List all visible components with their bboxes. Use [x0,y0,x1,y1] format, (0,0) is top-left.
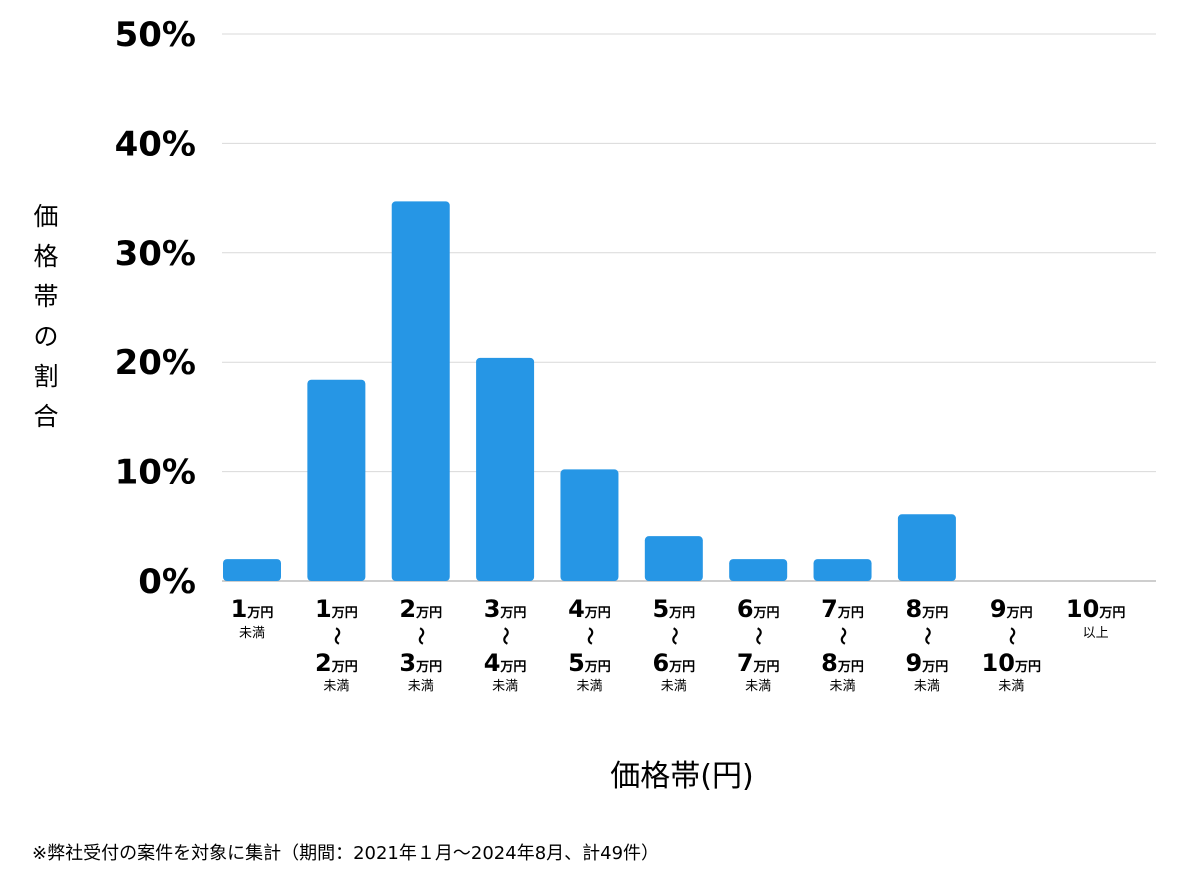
y-axis-label-char: 価 [33,202,58,231]
y-axis-label-char: 帯 [33,282,58,311]
svg-text:未満: 未満 [576,679,602,694]
svg-text:〜: 〜 [663,627,684,645]
svg-text:6万円: 6万円 [652,649,695,677]
bar [813,559,872,581]
svg-text:1万円: 1万円 [231,595,274,623]
svg-text:〜: 〜 [1000,627,1021,645]
x-axis-label: 価格帯(円) [610,759,753,794]
svg-text:〜: 〜 [747,627,768,645]
svg-text:未満: 未満 [408,679,434,694]
bar [729,559,788,581]
bar [223,559,281,581]
x-axis-categories: 1万円未満1万円〜2万円未満2万円〜3万円未満3万円〜4万円未満4万円〜5万円未… [231,595,1126,694]
footnote: ※弊社受付の案件を対象に集計（期間：2021年１月〜2024年8月、計49件） [32,843,659,864]
svg-text:未満: 未満 [745,679,771,694]
bar [307,379,366,581]
svg-text:未満: 未満 [239,626,265,641]
y-axis-label-char: 格 [33,242,58,271]
bar [476,357,535,581]
svg-text:2万円: 2万円 [315,649,358,677]
svg-text:7万円: 7万円 [821,595,864,623]
y-axis-label-char: 割 [33,362,58,391]
y-tick-label: 10% [115,453,196,493]
y-tick-label: 50% [115,15,196,55]
svg-text:〜: 〜 [832,627,853,645]
svg-text:9万円: 9万円 [906,649,949,677]
bars [223,201,956,581]
svg-text:2万円: 2万円 [399,595,442,623]
svg-text:6万円: 6万円 [737,595,780,623]
svg-text:〜: 〜 [916,627,937,645]
svg-text:4万円: 4万円 [568,595,611,623]
y-axis-ticks: 0% 10% 20% 30% 40% 50% [115,15,196,602]
svg-text:3万円: 3万円 [484,595,527,623]
svg-text:未満: 未満 [998,679,1024,694]
svg-text:9万円: 9万円 [990,595,1033,623]
svg-text:未満: 未満 [323,679,349,694]
y-tick-label: 0% [138,562,196,602]
svg-text:〜: 〜 [578,627,599,645]
svg-text:1万円: 1万円 [315,595,358,623]
y-tick-label: 40% [115,124,196,164]
svg-text:未満: 未満 [661,679,687,694]
svg-text:8万円: 8万円 [821,649,864,677]
svg-text:〜: 〜 [325,627,346,645]
svg-text:未満: 未満 [492,679,518,694]
y-tick-label: 20% [115,343,196,383]
y-tick-label: 30% [115,234,196,274]
bar [560,469,619,581]
y-axis-label-char: 合 [33,402,58,431]
bar [391,201,450,581]
svg-text:5万円: 5万円 [568,649,611,677]
svg-text:5万円: 5万円 [652,595,695,623]
svg-text:〜: 〜 [410,627,431,645]
svg-text:以上: 以上 [1083,626,1109,641]
svg-text:10万円: 10万円 [1066,595,1125,623]
svg-text:10万円: 10万円 [982,649,1041,677]
svg-text:未満: 未満 [914,679,940,694]
gridlines [222,33,1156,582]
svg-text:〜: 〜 [494,627,515,645]
svg-text:3万円: 3万円 [399,649,442,677]
svg-text:4万円: 4万円 [484,649,527,677]
svg-text:7万円: 7万円 [737,649,780,677]
bar [897,514,956,581]
bar [644,536,703,581]
svg-text:未満: 未満 [830,679,856,694]
y-axis-label-char: の [33,322,58,351]
svg-text:8万円: 8万円 [906,595,949,623]
